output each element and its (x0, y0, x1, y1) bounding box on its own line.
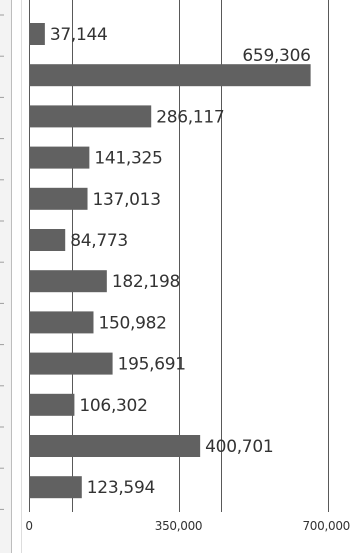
value-label: 182,198 (112, 272, 180, 292)
x-axis: 0 350,000 700,000 (25, 519, 350, 533)
x-tick-label: 350,000 (155, 519, 203, 533)
bar (29, 105, 152, 128)
value-label: 106,302 (79, 396, 147, 416)
bar (29, 476, 82, 499)
value-label: 141,325 (94, 149, 162, 169)
bar (29, 23, 45, 45)
bar (29, 146, 90, 169)
value-label: 137,013 (93, 190, 161, 210)
value-label: 84,773 (70, 231, 128, 251)
value-label: 195,691 (118, 355, 186, 375)
bar (29, 435, 201, 457)
value-label: 37,144 (50, 25, 108, 45)
edge-ticks (0, 14, 4, 510)
value-label: 286,117 (156, 107, 224, 127)
bars (29, 23, 311, 499)
left-edge-panel (0, 0, 11, 553)
bar (29, 64, 311, 87)
bar (29, 311, 94, 334)
x-tick-label: 700,000 (302, 519, 350, 533)
bar (29, 393, 75, 416)
value-label: 400,701 (205, 437, 273, 457)
value-label: 659,306 (242, 46, 310, 66)
value-label: 150,982 (98, 313, 166, 333)
value-labels: 37,144 659,306 286,117 141,325 137,013 84,773… (50, 25, 311, 498)
bar (29, 187, 88, 210)
bar (29, 270, 107, 293)
x-tick-label: 0 (25, 519, 32, 533)
bar (29, 352, 113, 375)
value-label: 123,594 (87, 478, 155, 498)
bar (29, 229, 66, 251)
